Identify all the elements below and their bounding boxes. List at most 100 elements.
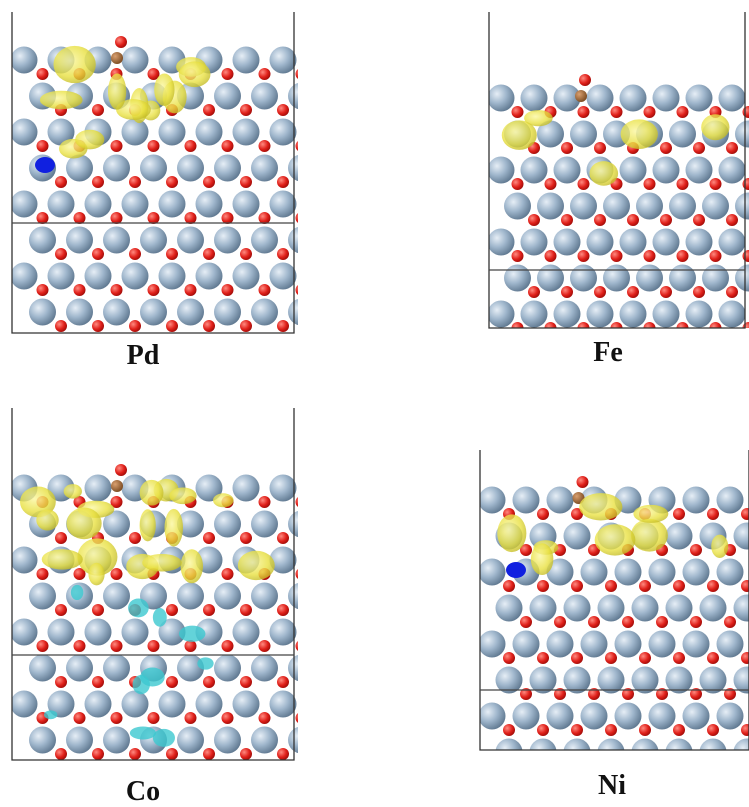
- metal-atom: [581, 559, 608, 586]
- oxygen-atom: [693, 142, 705, 154]
- oxygen-atom: [545, 250, 557, 262]
- atoms: [479, 476, 749, 772]
- metal-atom: [29, 299, 56, 326]
- oxygen-atom: [677, 106, 689, 118]
- oxygen-atom: [296, 284, 308, 296]
- oxygen-atom: [578, 250, 590, 262]
- oxygen-atom: [314, 604, 326, 616]
- panel: [11, 12, 327, 333]
- charge-accumulation: [531, 543, 554, 575]
- oxygen-atom: [203, 676, 215, 688]
- oxygen-atom: [296, 568, 308, 580]
- metal-atom: [669, 265, 696, 292]
- metal-atom: [122, 263, 149, 290]
- oxygen-atom: [222, 68, 234, 80]
- metal-atom: [11, 547, 38, 574]
- oxygen-atom: [707, 580, 719, 592]
- metal-atom: [620, 301, 647, 328]
- metal-atom: [717, 631, 744, 658]
- oxygen-atom: [111, 712, 123, 724]
- oxygen-atom: [537, 724, 549, 736]
- oxygen-atom: [622, 616, 634, 628]
- metal-atom: [504, 265, 531, 292]
- charge-accumulation: [502, 120, 537, 150]
- metal-atom: [735, 121, 749, 148]
- metal-atom: [122, 47, 149, 74]
- oxygen-atom: [240, 176, 252, 188]
- oxygen-atom: [240, 604, 252, 616]
- oxygen-atom: [741, 652, 749, 664]
- metal-atom: [122, 191, 149, 218]
- charge-accumulation: [621, 119, 658, 149]
- oxygen-atom: [203, 176, 215, 188]
- metal-atom: [570, 121, 597, 148]
- metal-atom: [521, 85, 548, 112]
- metal-atom: [530, 595, 557, 622]
- charge-accumulation: [711, 535, 728, 558]
- metal-atom: [251, 155, 278, 182]
- metal-atom: [700, 595, 727, 622]
- oxygen-atom: [37, 568, 49, 580]
- metal-atom: [288, 655, 315, 682]
- oxygen-atom: [743, 106, 749, 118]
- oxygen-atom: [92, 248, 104, 260]
- oxygen-atom: [726, 214, 738, 226]
- oxygen-atom: [314, 532, 326, 544]
- charge-accumulation: [140, 480, 164, 506]
- metal-atom: [140, 227, 167, 254]
- oxygen-atom: [203, 104, 215, 116]
- oxygen-atom: [259, 284, 271, 296]
- charge-depletion: [44, 710, 57, 719]
- metal-atom: [103, 299, 130, 326]
- metal-atom: [270, 691, 297, 718]
- metal-atom: [66, 155, 93, 182]
- metal-atom: [214, 299, 241, 326]
- oxygen-atom: [520, 760, 532, 772]
- metal-atom: [488, 301, 515, 328]
- oxygen-atom: [111, 284, 123, 296]
- oxygen-atom: [741, 508, 749, 520]
- metal-atom: [196, 263, 223, 290]
- metal-atom: [251, 83, 278, 110]
- oxygen-atom: [55, 248, 67, 260]
- metal-atom: [581, 703, 608, 730]
- oxygen-atom: [129, 532, 141, 544]
- metal-atom: [196, 191, 223, 218]
- charge-accumulation: [40, 91, 83, 110]
- oxygen-atom: [129, 748, 141, 760]
- metal-atom: [288, 299, 315, 326]
- metal-atom: [85, 691, 112, 718]
- metal-atom: [48, 619, 75, 646]
- metal-atom: [734, 595, 749, 622]
- oxygen-atom: [741, 724, 749, 736]
- metal-atom: [233, 119, 260, 146]
- metal-atom: [251, 299, 278, 326]
- metal-atom: [85, 263, 112, 290]
- metal-atom: [270, 47, 297, 74]
- metal-atom: [159, 263, 186, 290]
- metal-atom: [66, 727, 93, 754]
- oxygen-atom: [707, 652, 719, 664]
- oxygen-atom: [259, 212, 271, 224]
- oxygen-atom: [203, 320, 215, 332]
- oxygen-atom: [240, 532, 252, 544]
- oxygen-atom: [743, 250, 749, 262]
- oxygen-atom: [660, 286, 672, 298]
- metal-atom: [547, 487, 574, 514]
- metal-atom: [479, 487, 506, 514]
- oxygen-atom: [644, 250, 656, 262]
- oxygen-atom: [166, 248, 178, 260]
- metal-atom: [479, 631, 506, 658]
- charge-depletion: [197, 657, 213, 669]
- metal-atom: [288, 511, 315, 538]
- oxygen-atom: [554, 760, 566, 772]
- oxygen-atom: [690, 760, 702, 772]
- metal-atom: [29, 583, 56, 610]
- metal-atom: [122, 119, 149, 146]
- oxygen-atom: [520, 616, 532, 628]
- oxygen-atom: [693, 214, 705, 226]
- oxygen-atom: [579, 74, 591, 86]
- charge-accumulation: [75, 130, 104, 150]
- metal-atom: [683, 631, 710, 658]
- metal-atom: [653, 85, 680, 112]
